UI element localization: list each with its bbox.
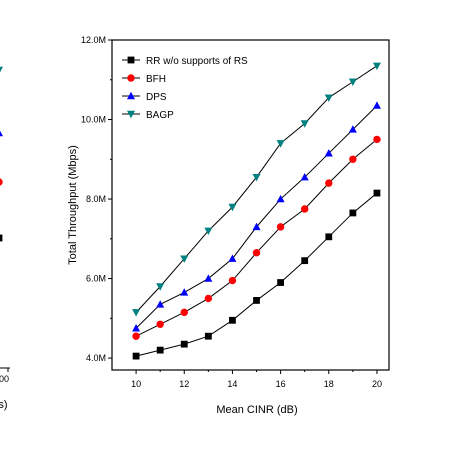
data-point bbox=[276, 194, 285, 203]
x-tick-label: 20 bbox=[372, 379, 382, 389]
data-point bbox=[228, 254, 237, 262]
x-tick-label: 14 bbox=[227, 379, 237, 389]
data-point bbox=[253, 297, 260, 304]
data-point bbox=[300, 205, 309, 213]
data-point bbox=[348, 78, 357, 86]
legend-label: DPS bbox=[146, 92, 167, 103]
x-axis: 10 12 14 16 18 20 bbox=[131, 370, 382, 389]
data-point bbox=[180, 255, 189, 263]
data-point bbox=[373, 135, 381, 144]
x-tick-label: 10 bbox=[131, 379, 141, 389]
data-point bbox=[204, 227, 213, 236]
y-tick-label: 10.0M bbox=[81, 115, 106, 125]
data-point bbox=[349, 209, 357, 217]
y-tick-label: 4.0M bbox=[86, 353, 106, 363]
y-tick-label: 12.0M bbox=[81, 35, 106, 45]
data-point bbox=[156, 320, 164, 328]
series-0 bbox=[132, 189, 381, 360]
legend-label: RR w/o supports of RS bbox=[146, 56, 248, 67]
data-point bbox=[372, 62, 381, 71]
legend-label: BFH bbox=[146, 74, 166, 85]
legend-marker bbox=[127, 56, 135, 64]
left-panel-marker bbox=[0, 130, 3, 137]
series-2 bbox=[132, 101, 381, 332]
x-tick-label: 12 bbox=[179, 379, 189, 389]
data-point bbox=[324, 149, 333, 157]
data-point bbox=[324, 94, 333, 102]
data-point bbox=[180, 308, 188, 317]
data-point bbox=[132, 352, 140, 360]
x-axis-title: Mean CINR (dB) bbox=[216, 404, 297, 416]
data-point bbox=[325, 233, 333, 241]
data-point bbox=[252, 173, 261, 182]
data-point bbox=[180, 340, 188, 348]
data-point bbox=[252, 249, 261, 257]
data-point bbox=[132, 309, 141, 317]
data-point bbox=[132, 332, 140, 340]
data-point bbox=[180, 288, 189, 296]
x-tick-label: 18 bbox=[324, 379, 334, 389]
legend-marker bbox=[127, 74, 135, 82]
data-point bbox=[373, 189, 381, 197]
left-panel-marker bbox=[0, 234, 3, 242]
x-tick-label: 16 bbox=[276, 379, 286, 389]
series-line bbox=[135, 105, 378, 329]
legend-label: BAGP bbox=[146, 110, 174, 121]
series-line bbox=[135, 139, 378, 337]
data-point bbox=[276, 140, 285, 148]
plot-area: 4.0M 6.0M 8.0M 10.0M 12.0M 10 12 14 16 18 20 RR w… bbox=[81, 35, 390, 389]
data-point bbox=[300, 172, 309, 181]
series-line bbox=[135, 65, 378, 313]
legend-marker bbox=[127, 110, 135, 119]
series-layer bbox=[132, 62, 381, 360]
left-panel-marker bbox=[0, 178, 3, 186]
data-point bbox=[204, 274, 213, 282]
data-point bbox=[276, 223, 285, 231]
legend: RR w/o supports of RS BFH DPS BAGP bbox=[122, 56, 248, 121]
left-panel-marker bbox=[0, 66, 3, 73]
data-point bbox=[300, 120, 309, 128]
data-point bbox=[132, 324, 141, 332]
y-tick-label: 6.0M bbox=[86, 274, 106, 284]
data-point bbox=[204, 332, 212, 340]
y-axis: 4.0M 6.0M 8.0M 10.0M 12.0M bbox=[81, 35, 112, 363]
data-point bbox=[229, 316, 236, 324]
left-panel-axis-label: s) bbox=[0, 399, 8, 411]
left-panel-tick-label: 00 bbox=[0, 374, 9, 384]
data-point bbox=[277, 279, 285, 286]
data-point bbox=[252, 222, 261, 231]
series-1 bbox=[132, 135, 381, 340]
data-point bbox=[301, 257, 309, 265]
data-point bbox=[156, 300, 165, 308]
y-tick-label: 8.0M bbox=[86, 194, 106, 204]
series-line bbox=[135, 192, 378, 357]
data-point bbox=[228, 203, 237, 212]
data-point bbox=[156, 346, 164, 354]
data-point bbox=[348, 125, 357, 133]
series-3 bbox=[132, 62, 381, 317]
data-point bbox=[228, 276, 237, 285]
data-point bbox=[325, 179, 333, 187]
legend-marker bbox=[127, 91, 135, 100]
plot-frame bbox=[111, 39, 390, 371]
data-point bbox=[372, 101, 381, 109]
left-panel-fragment: 00 s) bbox=[0, 66, 10, 411]
data-point bbox=[204, 294, 213, 303]
y-axis-title: Total Throughput (Mbps) bbox=[67, 145, 79, 265]
data-point bbox=[156, 283, 165, 291]
data-point bbox=[349, 155, 357, 163]
